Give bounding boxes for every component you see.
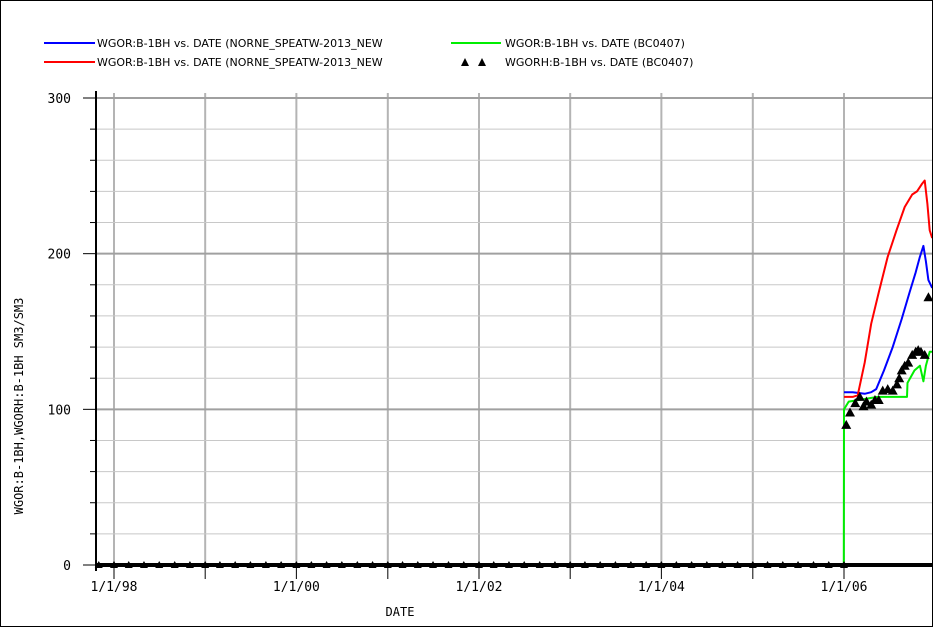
y-ticks: 0 100 200 300 xyxy=(48,92,96,574)
legend-marker-triangle-1 xyxy=(461,58,469,66)
history-marker xyxy=(858,401,869,411)
x-tick-label: 1/1/06 xyxy=(821,580,868,595)
grid xyxy=(96,93,932,566)
legend-label-3: WGORH:B-1BH vs. DATE (BC0407) xyxy=(505,56,693,69)
series-line-2 xyxy=(842,350,932,566)
history-marker xyxy=(861,396,872,406)
x-ticks: 1/1/98 1/1/00 1/1/02 1/1/04 1/1/06 xyxy=(91,565,868,595)
legend: WGOR:B-1BH vs. DATE (NORNE_SPEATW-2013_N… xyxy=(44,37,693,69)
history-marker xyxy=(887,385,898,395)
history-marker xyxy=(850,398,861,408)
legend-label-0: WGOR:B-1BH vs. DATE (NORNE_SPEATW-2013_N… xyxy=(97,37,383,50)
history-marker xyxy=(919,349,930,359)
history-marker xyxy=(873,394,884,404)
history-marker xyxy=(844,407,855,417)
legend-label-1: WGOR:B-1BH vs. DATE (NORNE_SPEATW-2013_N… xyxy=(97,56,383,69)
x-tick-label: 1/1/00 xyxy=(273,580,320,595)
history-marker xyxy=(866,399,877,409)
series-layer xyxy=(842,179,932,566)
legend-label-2: WGOR:B-1BH vs. DATE (BC0407) xyxy=(505,37,685,50)
x-tick-label: 1/1/98 xyxy=(91,580,138,595)
y-axis-title: WGOR:B-1BH,WGORH:B-1BH SM3/SM3 xyxy=(12,298,26,515)
history-marker xyxy=(903,357,914,367)
y-tick-label: 0 xyxy=(63,559,71,574)
markers-layer xyxy=(94,292,932,568)
legend-marker-triangle-2 xyxy=(478,58,486,66)
y-tick-label: 300 xyxy=(48,92,71,107)
axes xyxy=(95,91,932,571)
history-marker xyxy=(894,373,905,383)
y-tick-label: 200 xyxy=(48,248,71,263)
x-axis-title: DATE xyxy=(386,605,415,619)
history-marker xyxy=(896,365,907,375)
history-marker xyxy=(841,419,852,429)
history-marker xyxy=(854,391,865,401)
x-tick-label: 1/1/04 xyxy=(638,580,685,595)
series-line-0 xyxy=(844,244,932,395)
history-marker xyxy=(891,379,902,389)
history-marker xyxy=(923,292,932,302)
series-line-1 xyxy=(844,179,932,398)
y-tick-label: 100 xyxy=(48,403,71,418)
x-tick-label: 1/1/02 xyxy=(456,580,503,595)
